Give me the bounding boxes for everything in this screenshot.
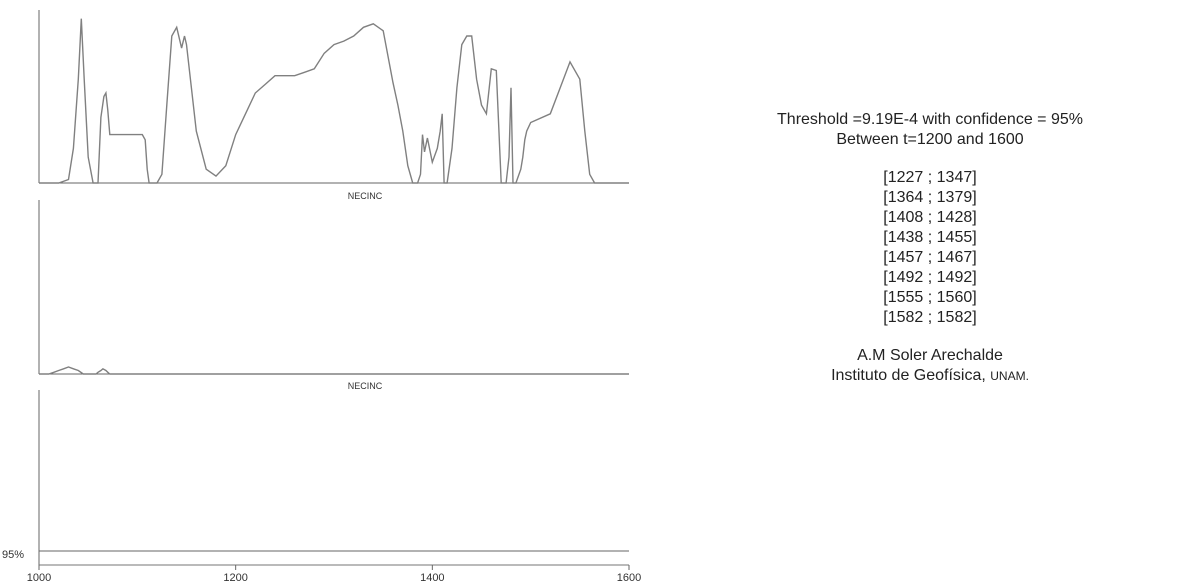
panel-label-2: NECINC (348, 381, 383, 391)
x-tick-label: 1400 (420, 572, 444, 584)
interval-item: [1364 ; 1379] (883, 189, 977, 206)
x-axis-ticks: 1000 1200 1400 1600 (27, 565, 641, 584)
interval-item: [1555 ; 1560] (883, 289, 977, 306)
interval-item: [1582 ; 1582] (883, 309, 977, 326)
institute-line: Instituto de Geofísica, UNAM. (700, 366, 1160, 386)
interval-item: [1227 ; 1347] (883, 169, 977, 186)
panel-label-1: NECINC (348, 191, 383, 201)
series-line (39, 366, 629, 375)
interval-item: [1457 ; 1467] (883, 249, 977, 266)
chart-area: NECINC NECINC 95% 1000 1200 1400 1600 (2, 10, 641, 584)
x-tick-label: 1600 (617, 572, 641, 584)
panel-top (38, 10, 629, 184)
author-name: A.M Soler Arechalde (857, 347, 1003, 364)
x-tick-label: 1000 (27, 572, 51, 584)
info-panel: Threshold =9.19E-4 with confidence = 95%… (700, 110, 1160, 386)
interval-item: [1438 ; 1455] (883, 229, 977, 246)
series-line (39, 18, 629, 184)
institute-abbrev: UNAM. (990, 369, 1029, 383)
interval-list: [1227 ; 1347] [1364 ; 1379] [1408 ; 1428] [… (700, 168, 1160, 328)
between-text: Between t=1200 and 1600 (836, 131, 1024, 148)
interval-item: [1408 ; 1428] (883, 209, 977, 226)
x-tick-label: 1200 (223, 572, 247, 584)
threshold-text: Threshold =9.19E-4 with confidence = 95% (777, 111, 1083, 128)
panel-bottom (38, 390, 629, 566)
institute-name: Instituto de Geofísica, (831, 367, 986, 384)
threshold-label: 95% (2, 549, 24, 561)
interval-item: [1492 ; 1492] (883, 269, 977, 286)
panel-middle (38, 200, 629, 375)
